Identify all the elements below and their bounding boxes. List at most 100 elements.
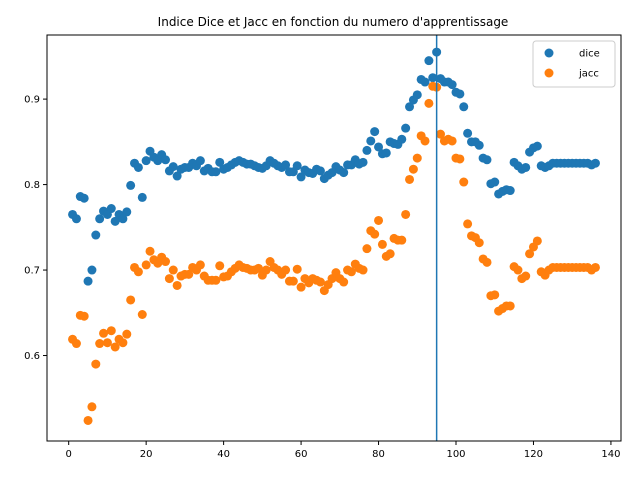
point-dice bbox=[168, 162, 178, 172]
point-dice bbox=[137, 192, 147, 202]
point-dice bbox=[463, 128, 473, 138]
point-jacc bbox=[401, 209, 411, 219]
point-jacc bbox=[412, 153, 422, 163]
point-dice bbox=[420, 77, 430, 87]
x-tick-label: 100 bbox=[446, 449, 465, 460]
point-jacc bbox=[296, 282, 306, 292]
point-jacc bbox=[102, 338, 112, 348]
point-dice bbox=[428, 73, 438, 83]
point-dice bbox=[195, 156, 205, 166]
point-dice bbox=[95, 214, 105, 224]
point-jacc bbox=[110, 342, 120, 352]
point-jacc bbox=[118, 338, 128, 348]
series-dice bbox=[68, 47, 600, 286]
point-dice bbox=[161, 155, 171, 165]
point-dice bbox=[412, 90, 422, 100]
point-jacc bbox=[168, 265, 178, 275]
point-jacc bbox=[79, 311, 89, 321]
x-tick-label: 20 bbox=[140, 449, 153, 460]
y-tick-label: 0.7 bbox=[24, 266, 40, 277]
point-jacc bbox=[463, 219, 473, 229]
point-dice bbox=[482, 155, 492, 165]
point-dice bbox=[87, 265, 97, 275]
point-jacc bbox=[408, 164, 418, 174]
point-dice bbox=[447, 80, 457, 90]
point-jacc bbox=[385, 249, 395, 259]
point-dice bbox=[358, 157, 368, 167]
point-jacc bbox=[87, 402, 97, 412]
point-jacc bbox=[521, 271, 531, 281]
legend-label-dice: dice bbox=[579, 49, 600, 60]
point-jacc bbox=[195, 260, 205, 270]
point-jacc bbox=[161, 257, 171, 267]
point-jacc bbox=[505, 301, 515, 311]
point-jacc bbox=[358, 265, 368, 275]
point-dice bbox=[366, 136, 376, 146]
point-jacc bbox=[513, 265, 523, 275]
point-jacc bbox=[261, 265, 271, 275]
point-dice bbox=[83, 276, 93, 286]
point-dice bbox=[215, 157, 225, 167]
x-tick-label: 0 bbox=[66, 449, 72, 460]
point-jacc bbox=[95, 339, 105, 349]
point-jacc bbox=[211, 275, 221, 285]
point-dice bbox=[172, 171, 182, 181]
point-dice bbox=[401, 123, 411, 133]
point-jacc bbox=[164, 274, 174, 284]
point-jacc bbox=[346, 267, 356, 277]
point-dice bbox=[126, 180, 136, 190]
point-jacc bbox=[339, 277, 349, 287]
point-jacc bbox=[91, 359, 101, 369]
point-jacc bbox=[525, 249, 535, 259]
point-jacc bbox=[482, 257, 492, 267]
point-jacc bbox=[459, 177, 469, 187]
point-jacc bbox=[137, 310, 147, 319]
point-jacc bbox=[474, 238, 484, 248]
legend: dice jacc bbox=[532, 40, 616, 88]
point-dice bbox=[374, 142, 384, 152]
point-jacc bbox=[145, 246, 155, 256]
point-dice bbox=[315, 166, 325, 176]
y-tick-label: 0.9 bbox=[24, 95, 40, 106]
point-jacc bbox=[377, 239, 387, 249]
point-dice bbox=[521, 162, 531, 172]
point-jacc bbox=[253, 263, 263, 273]
point-jacc bbox=[141, 260, 151, 270]
point-jacc bbox=[133, 267, 143, 277]
point-jacc bbox=[436, 129, 446, 139]
plot-frame bbox=[46, 34, 622, 442]
point-jacc bbox=[405, 174, 415, 184]
point-dice bbox=[91, 230, 101, 240]
point-dice bbox=[405, 102, 415, 112]
point-dice bbox=[474, 140, 484, 150]
x-tick-label: 40 bbox=[217, 449, 230, 460]
x-tick-label: 60 bbox=[295, 449, 308, 460]
point-jacc bbox=[215, 261, 225, 271]
point-jacc bbox=[374, 215, 384, 225]
point-jacc bbox=[397, 235, 407, 245]
point-jacc bbox=[288, 276, 298, 286]
point-dice bbox=[79, 193, 89, 203]
axes: 0 20 40 60 80 100 120 140 0.6 0.7 0.8 0.9 bbox=[24, 95, 620, 460]
point-jacc bbox=[590, 262, 600, 272]
point-dice bbox=[339, 168, 349, 178]
point-jacc bbox=[99, 328, 109, 338]
point-dice bbox=[532, 141, 542, 151]
point-dice bbox=[381, 148, 391, 158]
point-dice bbox=[211, 167, 221, 177]
series-jacc bbox=[68, 81, 600, 425]
point-jacc bbox=[172, 280, 182, 290]
point-dice bbox=[122, 207, 132, 217]
point-dice bbox=[141, 156, 151, 166]
point-dice bbox=[71, 214, 81, 224]
point-jacc bbox=[83, 415, 93, 425]
point-jacc bbox=[447, 136, 457, 146]
point-jacc bbox=[420, 136, 430, 146]
point-dice bbox=[292, 161, 302, 171]
point-jacc bbox=[281, 265, 291, 275]
chart-title: Indice Dice et Jacc en fonction du numer… bbox=[158, 15, 509, 29]
point-jacc bbox=[455, 154, 465, 164]
point-dice bbox=[397, 134, 407, 144]
point-jacc bbox=[122, 329, 132, 339]
point-jacc bbox=[315, 277, 325, 287]
